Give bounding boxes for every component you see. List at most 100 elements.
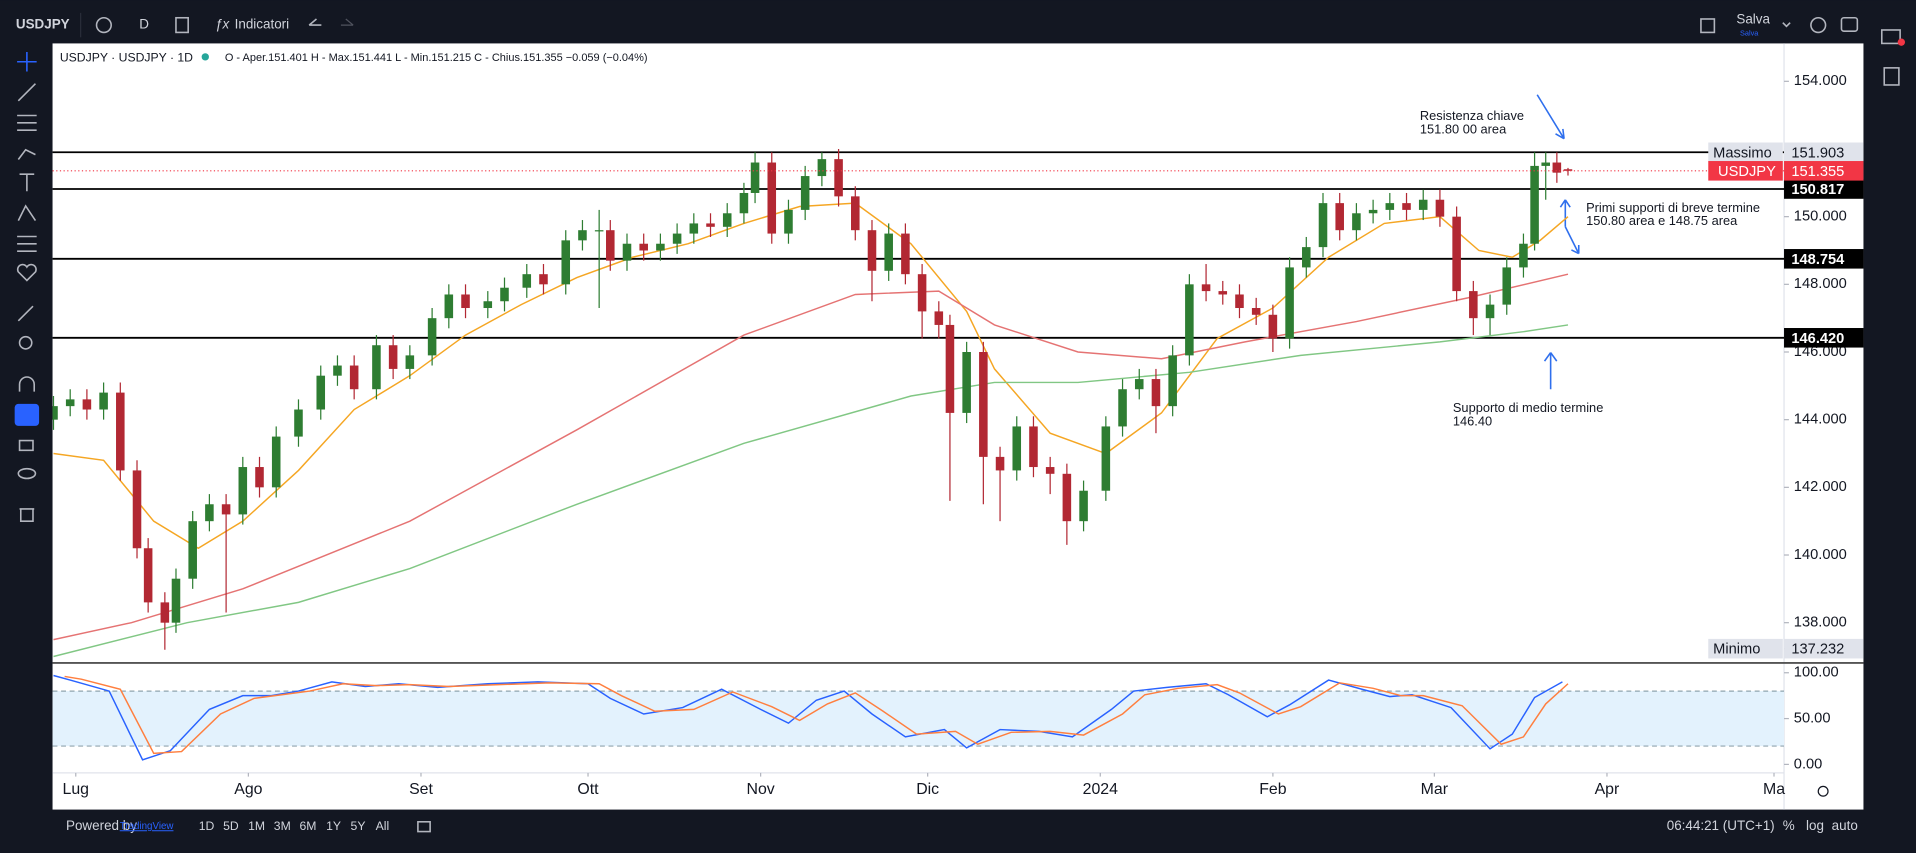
range-name-box (1708, 638, 1783, 659)
candle-body (1168, 355, 1177, 407)
candle-body (539, 274, 548, 285)
range-button[interactable]: 5Y (351, 819, 366, 833)
candle-body (1530, 165, 1539, 244)
candle-body (500, 287, 509, 302)
annotation-arrows (1536, 94, 1580, 390)
crosshair-tool[interactable] (17, 51, 37, 72)
range-button[interactable]: 6M (299, 819, 316, 833)
level-tag (1784, 249, 1864, 269)
symbol[interactable]: USDJPY (16, 17, 70, 32)
candle-body (82, 399, 92, 410)
log-toggle[interactable]: log (1806, 818, 1824, 833)
level-label: 146.420 (1791, 331, 1844, 347)
candle-body (1485, 304, 1495, 319)
undo-icon[interactable] (308, 18, 322, 26)
candle-body (1012, 426, 1022, 471)
clock: 06:44:21 (UTC+1) (1667, 818, 1775, 833)
magnet-tool[interactable] (18, 376, 36, 392)
snapshot-icon[interactable] (1840, 16, 1859, 32)
pane-clip (52, 148, 1785, 658)
candle-body (979, 351, 988, 457)
save-status: Salva (1740, 29, 1759, 38)
range-button[interactable]: 1M (248, 819, 265, 833)
candle-body (160, 602, 170, 623)
zoom-tool[interactable] (18, 335, 33, 350)
arrow (1564, 226, 1580, 255)
range-value: 137.232 (1791, 642, 1844, 658)
lock-tool[interactable] (18, 439, 34, 452)
x-tick-label: Nov (747, 781, 775, 798)
chart-type-icon[interactable] (175, 16, 189, 34)
candle-body (1418, 199, 1428, 210)
range-button[interactable]: All (376, 819, 390, 833)
axis-settings-icon[interactable] (1817, 785, 1829, 797)
candle-body (1029, 426, 1038, 468)
favorites-tool[interactable] (16, 263, 37, 282)
legend-ohlc: O - Aper.151.401 H - Max.151.441 L - Min… (225, 52, 648, 64)
candle-body (800, 176, 810, 210)
range-name: Massimo (1713, 145, 1772, 161)
range-value: 151.903 (1791, 145, 1844, 161)
candle-body (1469, 291, 1478, 319)
hide-tool[interactable] (17, 467, 37, 480)
candle-body (867, 230, 877, 271)
range-button[interactable]: 3M (274, 819, 291, 833)
pattern-tool[interactable] (17, 204, 37, 222)
percent-toggle[interactable]: % (1783, 818, 1795, 833)
candle-body (427, 318, 437, 356)
save[interactable]: Salva (1736, 12, 1770, 27)
candle-body (1101, 426, 1111, 491)
candle-body (1402, 203, 1411, 210)
top-toolbar: USDJPY D ƒx Indicatori Salva Salva (16, 12, 1859, 38)
text-tool[interactable] (19, 173, 35, 192)
range-name-box (1708, 142, 1783, 163)
y-tick-label: 138.000 (1794, 615, 1847, 631)
fx-icon[interactable]: ƒx (215, 17, 230, 32)
x-tick-label: Apr (1595, 781, 1620, 798)
candle-body (116, 392, 125, 471)
moving-average (53, 273, 1569, 641)
range-button[interactable]: 5D (223, 819, 239, 833)
trend-line-tool[interactable] (17, 83, 36, 102)
level-label: 150.817 (1791, 182, 1844, 198)
candle-body (1134, 379, 1144, 390)
watchlist-icon[interactable] (1883, 67, 1900, 86)
save-menu-icon[interactable] (1782, 22, 1791, 28)
candle-body (1318, 203, 1328, 248)
fib-tool[interactable] (17, 114, 37, 131)
y-tick-label: 144.000 (1794, 412, 1847, 428)
pane: 0.00 50.00 100.00 (52, 665, 1839, 772)
date-range-icon[interactable] (417, 821, 431, 833)
candle-body (561, 240, 571, 285)
candle-body (1151, 379, 1161, 407)
brush-tool[interactable] (17, 148, 36, 160)
auto-toggle[interactable]: auto (1832, 818, 1858, 833)
candle-body (316, 375, 326, 410)
indicators[interactable]: Indicatori (235, 17, 290, 32)
annotation: 146.40 (1453, 414, 1492, 429)
candle-body (706, 223, 715, 227)
alerts-icon[interactable] (1880, 29, 1901, 45)
add-symbol-icon[interactable] (95, 16, 112, 34)
annotation: Resistenza chiave (1420, 108, 1524, 123)
candle-body (622, 243, 632, 261)
candle-body (884, 233, 893, 271)
candle-body (784, 209, 793, 234)
redo-icon[interactable] (340, 18, 354, 26)
draw-mode-tool[interactable] (14, 403, 40, 426)
prediction-tool[interactable] (17, 235, 37, 252)
range-button[interactable]: 1D (199, 819, 215, 833)
interval[interactable]: D (139, 17, 149, 32)
candle-body (52, 406, 58, 420)
x-tick-label: Ott (577, 781, 599, 798)
delete-tool[interactable] (19, 508, 35, 522)
settings-icon[interactable] (1810, 16, 1827, 34)
x-tick-label: 2024 (1083, 781, 1118, 798)
right-sidebar (1880, 29, 1906, 86)
candle-body (349, 365, 359, 390)
brand-link[interactable]: TradingView (120, 821, 175, 832)
range-button[interactable]: 1Y (326, 819, 341, 833)
layout-icon[interactable] (1700, 18, 1716, 34)
ruler-tool[interactable] (17, 305, 34, 322)
candle-body (1118, 389, 1127, 427)
